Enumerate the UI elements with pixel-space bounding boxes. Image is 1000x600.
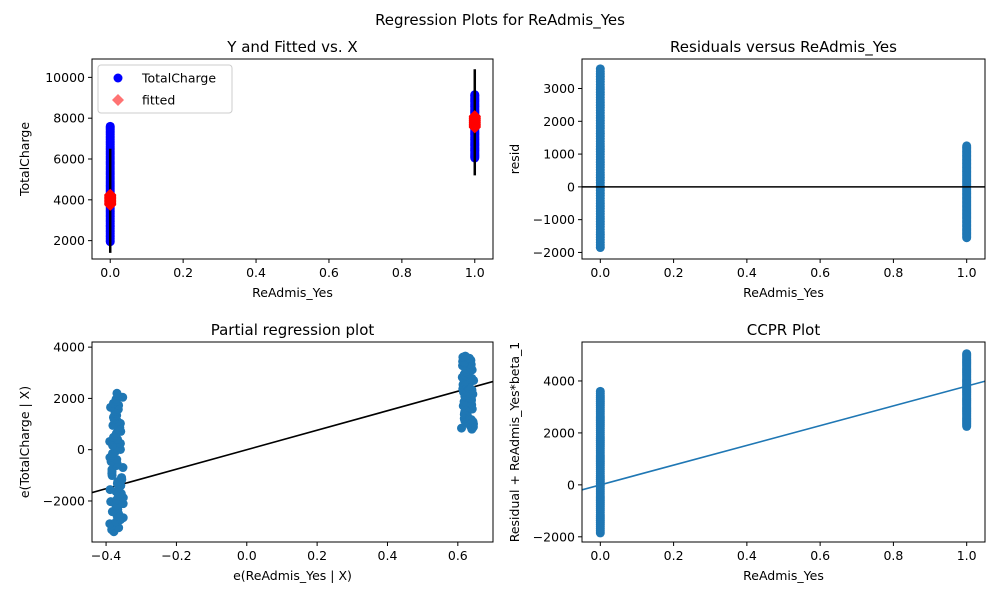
x-tick-label: 0.2 xyxy=(173,265,193,280)
data-point xyxy=(117,473,127,483)
y-tick-label: 0 xyxy=(77,442,85,457)
y-axis-label: e(TotalCharge | X) xyxy=(17,386,32,498)
subplot-resid: 0.0 0.2 0.4 0.6 0.8 1.0 −2000 −1000 0 1000 2000 300… xyxy=(507,38,986,300)
figure-suptitle: Regression Plots for ReAdmis_Yes xyxy=(375,11,625,30)
series-fitted xyxy=(104,110,481,211)
subplot-title: Residuals versus ReAdmis_Yes xyxy=(670,38,897,57)
x-tick-label: 0.2 xyxy=(664,548,684,563)
data-point xyxy=(962,141,972,151)
data-point xyxy=(460,351,470,361)
plot-area xyxy=(582,64,985,253)
x-tick-label: 0.0 xyxy=(237,548,257,563)
data-point xyxy=(595,386,605,396)
x-tick-label: −0.4 xyxy=(91,548,121,563)
y-tick-label: 2000 xyxy=(53,233,85,248)
legend-diamond-marker xyxy=(112,94,124,106)
x-tick-label: 0.4 xyxy=(737,265,757,280)
series-totalcharge xyxy=(105,90,480,247)
x-tick-label: 0.4 xyxy=(378,548,398,563)
y-tick-label: 4000 xyxy=(53,340,85,355)
subplot-fit: 0.0 0.2 0.4 0.6 0.8 1.0 2000 4000 6000 8000 10000 Y… xyxy=(17,38,494,300)
x-tick-label: 0.2 xyxy=(307,548,327,563)
x-axis-label: ReAdmis_Yes xyxy=(743,285,824,300)
x-axis-label: ReAdmis_Yes xyxy=(252,285,333,300)
x-tick-label: 0.8 xyxy=(392,265,412,280)
x-tick-label: 0.6 xyxy=(448,548,468,563)
data-point xyxy=(105,485,115,495)
axes-frame xyxy=(581,58,986,260)
x-tick-label: 0.0 xyxy=(590,548,610,563)
y-tick-label: 10000 xyxy=(45,70,85,85)
x-tick-label: 1.0 xyxy=(465,265,485,280)
y-axis-label: resid xyxy=(507,144,522,174)
y-tick-label: 0 xyxy=(567,477,575,492)
y-axis-label: Residual + ReAdmis_Yes*beta_1 xyxy=(507,342,522,543)
data-point xyxy=(105,121,115,131)
fitted-point xyxy=(104,188,117,201)
x-tick-label: 1.0 xyxy=(957,265,977,280)
x-tick-label: 0.6 xyxy=(319,265,339,280)
y-tick-label: 2000 xyxy=(543,114,575,129)
legend-frame xyxy=(97,64,233,114)
subplot-ccpr: 0.0 0.2 0.4 0.6 0.8 1.0 −2000 0 2000 4000 CCPR Plo… xyxy=(507,321,986,583)
subplot-grid: 0.0 0.2 0.4 0.6 0.8 1.0200040006000800010000Y… xyxy=(17,38,986,583)
series-points xyxy=(105,351,479,537)
series-points xyxy=(595,349,972,538)
x-tick-label: −0.2 xyxy=(161,548,191,563)
subplot-title: Y and Fitted vs. X xyxy=(226,38,357,56)
legend: TotalCharge fitted xyxy=(97,64,233,114)
y-tick-label: −2000 xyxy=(533,245,575,260)
y-tick-label: 4000 xyxy=(543,373,575,388)
axes-frame xyxy=(581,341,986,543)
x-tick-label: 0.2 xyxy=(664,265,684,280)
y-tick-label: 8000 xyxy=(53,111,85,126)
x-tick-label: 0.4 xyxy=(737,548,757,563)
subplot-title: CCPR Plot xyxy=(747,321,821,339)
y-tick-label: 6000 xyxy=(53,152,85,167)
axes-frame xyxy=(91,341,494,543)
x-tick-label: 0.8 xyxy=(883,265,903,280)
y-tick-label: 0 xyxy=(567,179,575,194)
x-tick-label: 0.6 xyxy=(810,548,830,563)
subplot-partreg: −0.4 −0.2 0.0 0.2 0.4 0.6 −2000 0 2000 4000 Partia… xyxy=(17,321,494,583)
y-axis-label: TotalCharge xyxy=(17,122,32,197)
x-tick-label: 0.0 xyxy=(590,265,610,280)
x-tick-label: 0.0 xyxy=(100,265,120,280)
legend-label: fitted xyxy=(142,93,175,108)
y-tick-label: −1000 xyxy=(533,212,575,227)
y-tick-label: 3000 xyxy=(543,81,575,96)
x-tick-label: 1.0 xyxy=(957,548,977,563)
plot-area xyxy=(582,349,985,538)
x-tick-label: 0.4 xyxy=(246,265,266,280)
x-tick-label: 0.8 xyxy=(883,548,903,563)
legend-label: TotalCharge xyxy=(141,71,216,86)
fitted-point xyxy=(468,110,481,123)
fit-line xyxy=(582,380,985,491)
series-points xyxy=(595,64,972,253)
y-tick-label: 4000 xyxy=(53,192,85,207)
y-tick-label: 2000 xyxy=(543,425,575,440)
data-point xyxy=(112,388,122,398)
legend-circle-marker xyxy=(113,73,123,83)
data-point xyxy=(595,64,605,74)
x-axis-label: e(ReAdmis_Yes | X) xyxy=(233,568,352,583)
y-tick-label: 1000 xyxy=(543,147,575,162)
y-tick-label: −2000 xyxy=(533,529,575,544)
y-tick-label: 2000 xyxy=(53,391,85,406)
x-axis-label: ReAdmis_Yes xyxy=(743,568,824,583)
y-tick-label: −2000 xyxy=(43,493,85,508)
subplot-title: Partial regression plot xyxy=(211,321,375,339)
plot-area xyxy=(104,69,481,253)
x-tick-label: 0.6 xyxy=(810,265,830,280)
data-point xyxy=(962,349,972,359)
fit-line xyxy=(92,380,493,494)
plot-area xyxy=(92,351,493,537)
